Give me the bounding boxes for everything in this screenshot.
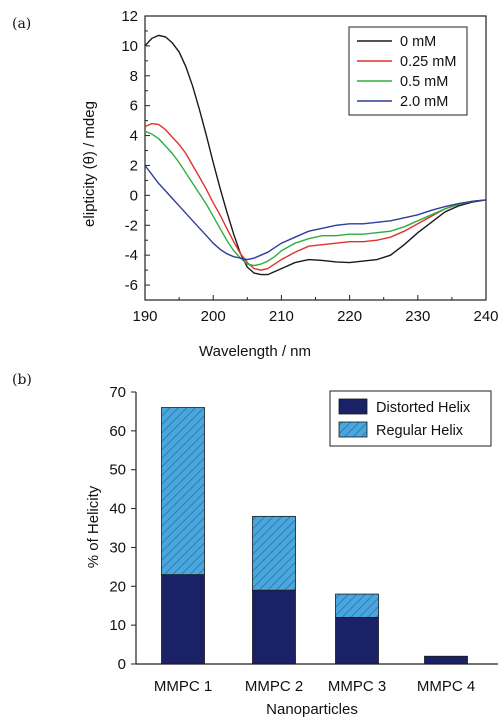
legend-label-1: 0.25 mM [400, 54, 456, 70]
legend-label-0: 0 mM [400, 34, 436, 50]
chart-b-legend: Distorted Helix Regular Helix [329, 390, 492, 447]
x-tick-label: 240 [473, 308, 498, 325]
y-tick-label: -6 [125, 277, 138, 294]
y-tick-label: 50 [109, 462, 126, 479]
series-line-0 [144, 34, 487, 276]
chart-b-y-ticks: 70 60 50 40 30 20 10 0 [109, 384, 136, 673]
y-tick-label: -2 [125, 217, 138, 234]
y-tick-label: 30 [109, 539, 126, 556]
chart-a-x-ticks: 190 200 210 220 230 240 [132, 295, 499, 325]
bar-distorted-4 [424, 655, 468, 665]
bar-regular-1 [161, 407, 205, 576]
y-tick-label: 2 [130, 157, 138, 174]
y-tick-label: -4 [125, 247, 138, 264]
y-tick-label: 60 [109, 423, 126, 440]
y-tick-label: 0 [130, 187, 138, 204]
x-tick-label: 190 [132, 308, 157, 325]
legend-label-0: Distorted Helix [376, 400, 471, 416]
bar-distorted-2 [252, 589, 296, 665]
series-line-1 [144, 122, 487, 271]
x-category-label: MMPC 2 [245, 678, 303, 695]
chart-b-bars [161, 407, 468, 665]
legend-label-1: Regular Helix [376, 423, 464, 439]
panel-label-b: (b) [12, 372, 32, 388]
y-tick-label: 8 [130, 68, 138, 85]
x-category-label: MMPC 1 [154, 678, 212, 695]
y-tick-label: 70 [109, 384, 126, 401]
bar-regular-2 [252, 515, 296, 591]
x-tick-label: 220 [337, 308, 362, 325]
y-tick-label: 12 [121, 8, 138, 25]
x-tick-label: 200 [201, 308, 226, 325]
chart-a-lines [144, 34, 487, 276]
series-line-3 [144, 165, 487, 261]
bar-distorted-1 [161, 574, 205, 665]
x-category-label: MMPC 3 [328, 678, 386, 695]
chart-panel-a: (a) 12 10 8 6 4 2 0 -2 -4 -6 190 200 210 220 230 240 W… [12, 8, 499, 360]
x-category-label: MMPC 4 [417, 678, 475, 695]
chart-b-x-ticks: MMPC 1 MMPC 2 MMPC 3 MMPC 4 [154, 678, 475, 695]
x-tick-label: 210 [269, 308, 294, 325]
legend-label-2: 0.5 mM [400, 74, 448, 90]
bar-regular-3 [335, 593, 379, 618]
y-tick-label: 20 [109, 578, 126, 595]
bar-distorted-3 [335, 616, 379, 665]
series-line-2 [144, 130, 487, 267]
x-tick-label: 230 [405, 308, 430, 325]
y-tick-label: 4 [130, 128, 138, 145]
panel-label-a: (a) [12, 16, 31, 32]
y-tick-label: 0 [118, 656, 126, 673]
chart-b-x-axis-title: Nanoparticles [266, 701, 358, 718]
chart-a-legend: 0 mM 0.25 mM 0.5 mM 2.0 mM [348, 26, 468, 116]
chart-b-y-axis-title: % of Helicity [85, 485, 102, 568]
legend-label-3: 2.0 mM [400, 94, 448, 110]
chart-a-y-ticks: 12 10 8 6 4 2 0 -2 -4 -6 [121, 8, 150, 301]
y-tick-label: 10 [121, 38, 138, 55]
y-tick-label: 40 [109, 501, 126, 518]
y-tick-label: 6 [130, 98, 138, 115]
legend-swatch-0 [338, 398, 368, 415]
chart-a-x-axis-title: Wavelength / nm [199, 343, 311, 360]
y-tick-label: 10 [109, 617, 126, 634]
legend-swatch-1 [338, 421, 368, 438]
chart-a-y-axis-title: elipticity (θ) / mdeg [81, 101, 98, 227]
